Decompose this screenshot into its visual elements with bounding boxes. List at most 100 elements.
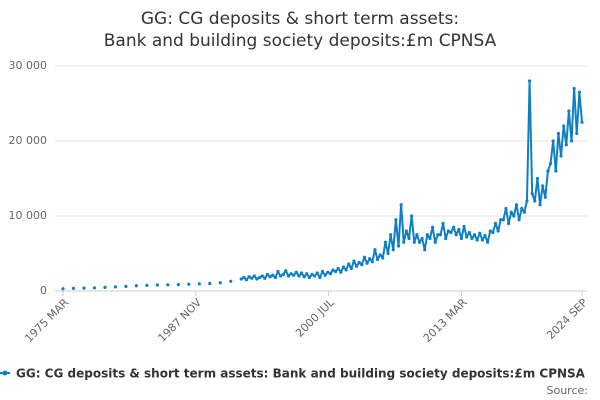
point (286, 274, 291, 278)
legend-label: GG: CG deposits & short term assets: Ban… (16, 367, 586, 381)
point (326, 270, 330, 274)
x-tick-label: 1987 NOV (155, 296, 204, 345)
point (357, 260, 361, 265)
point (535, 176, 540, 181)
legend-marker (2, 370, 8, 376)
point (383, 240, 388, 244)
line-segment (373, 249, 379, 260)
point (281, 272, 285, 277)
point (250, 276, 254, 280)
point (436, 233, 440, 237)
point (541, 184, 545, 188)
point (548, 161, 553, 166)
line-segment (400, 204, 405, 243)
line-segment (560, 125, 565, 157)
point (331, 268, 335, 272)
point (318, 275, 322, 280)
point (567, 109, 571, 113)
point (208, 281, 212, 286)
point (402, 240, 406, 244)
line-segment (554, 133, 560, 172)
point (572, 86, 576, 91)
point (425, 233, 429, 237)
source: Source: (547, 384, 589, 397)
point (517, 218, 521, 222)
line-segment (381, 242, 387, 259)
point (103, 285, 107, 289)
point (451, 225, 456, 229)
point (347, 262, 351, 266)
point (255, 277, 259, 281)
point (257, 275, 262, 280)
point (404, 229, 408, 233)
line-segment (402, 230, 408, 243)
point (239, 277, 243, 281)
point (410, 214, 414, 218)
point (315, 271, 319, 275)
point (527, 79, 532, 83)
point (423, 248, 427, 252)
point (486, 240, 490, 244)
point (320, 269, 325, 274)
point (577, 90, 581, 94)
point (124, 284, 128, 288)
point (378, 253, 382, 257)
point (525, 199, 529, 203)
y-tick-label: 30 000 (9, 59, 48, 72)
point (556, 131, 561, 136)
point (441, 221, 445, 226)
point (417, 240, 422, 244)
line-segment (536, 178, 542, 205)
point (352, 259, 356, 263)
line-segment (410, 215, 416, 243)
point (334, 269, 338, 274)
point (454, 233, 458, 237)
point (323, 273, 327, 277)
point (244, 278, 249, 282)
point (530, 191, 534, 196)
point (271, 273, 275, 277)
point (92, 286, 97, 290)
line-segment (539, 185, 544, 205)
point (297, 274, 301, 278)
point (491, 230, 495, 235)
point (375, 257, 380, 262)
point (381, 256, 385, 260)
point (562, 124, 566, 128)
point (360, 263, 364, 267)
point (512, 214, 516, 218)
point (564, 143, 568, 147)
point (362, 255, 367, 259)
point (292, 273, 296, 277)
point (229, 279, 233, 283)
point (145, 283, 149, 287)
point (113, 285, 118, 289)
point (82, 286, 86, 290)
point (428, 236, 432, 241)
point (399, 203, 403, 207)
line-segment (528, 80, 534, 194)
point (483, 233, 487, 238)
point (134, 284, 138, 288)
point (370, 260, 374, 264)
point (336, 266, 340, 271)
series (61, 79, 584, 291)
point (580, 120, 584, 124)
point (412, 240, 416, 244)
y-tick-label: 20 000 (9, 134, 48, 147)
point (504, 206, 508, 211)
point (294, 270, 298, 274)
point (341, 265, 346, 269)
x-tick-label: 2013 MAR (421, 296, 470, 345)
point (252, 274, 256, 278)
point (284, 269, 288, 273)
point (420, 236, 424, 241)
point (187, 282, 191, 286)
point (386, 251, 390, 256)
point (569, 139, 574, 143)
point (509, 210, 513, 214)
point (480, 238, 484, 242)
point (155, 283, 159, 287)
point (61, 287, 65, 291)
